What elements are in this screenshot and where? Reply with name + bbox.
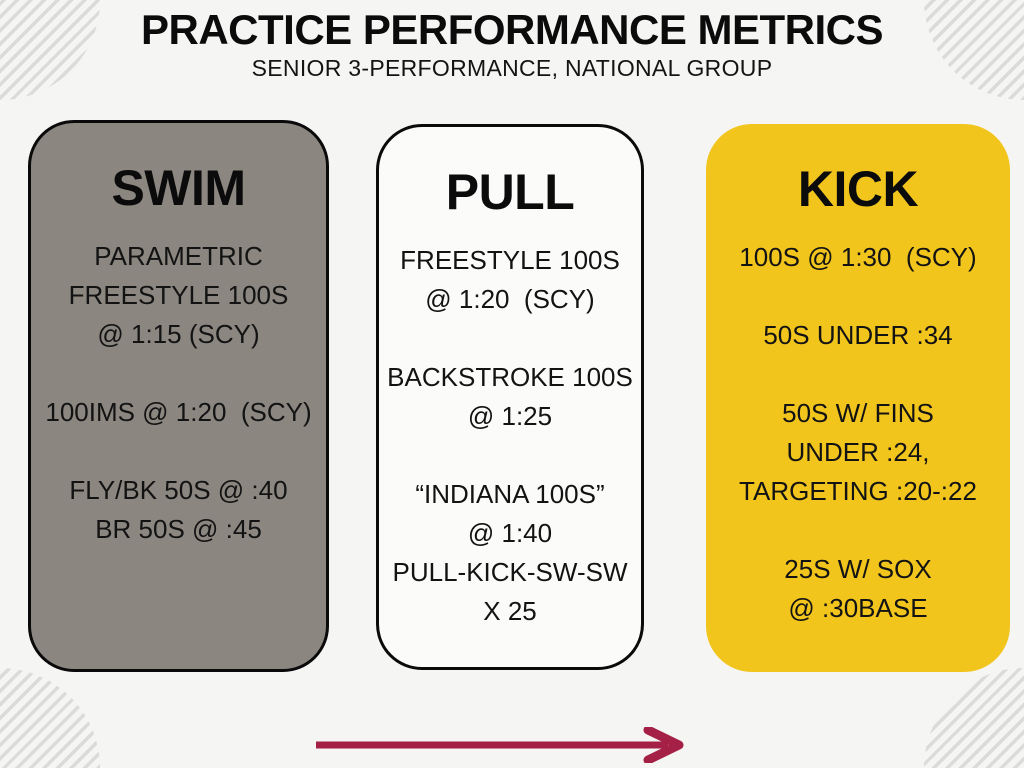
page-subtitle: SENIOR 3-PERFORMANCE, NATIONAL GROUP	[251, 55, 773, 81]
swim-card-body: PARAMETRIC FREESTYLE 100S @ 1:15 (SCY) 1…	[45, 241, 312, 544]
kick-card-body: 100S @ 1:30 (SCY) 50S UNDER :34 50S W/ F…	[739, 242, 977, 623]
pull-card-body: FREESTYLE 100S @ 1:20 (SCY) BACKSTROKE 1…	[387, 245, 633, 626]
kick-card: KICK 100S @ 1:30 (SCY) 50S UNDER :34 50S…	[689, 117, 1011, 684]
swim-card-title: SWIM	[111, 160, 246, 216]
swim-card: SWIM PARAMETRIC FREESTYLE 100S @ 1:15 (S…	[14, 118, 329, 680]
page-title: PRACTICE PERFORMANCE METRICS	[140, 6, 884, 53]
pull-card: PULL FREESTYLE 100S @ 1:20 (SCY) BACKSTR…	[357, 113, 644, 670]
right-arrow-icon	[316, 727, 684, 763]
corner-stripes-bottom-right-icon	[924, 668, 1024, 768]
kick-card-title: KICK	[797, 161, 919, 217]
corner-stripes-bottom-left-icon	[0, 668, 100, 768]
pull-card-title: PULL	[445, 164, 575, 220]
